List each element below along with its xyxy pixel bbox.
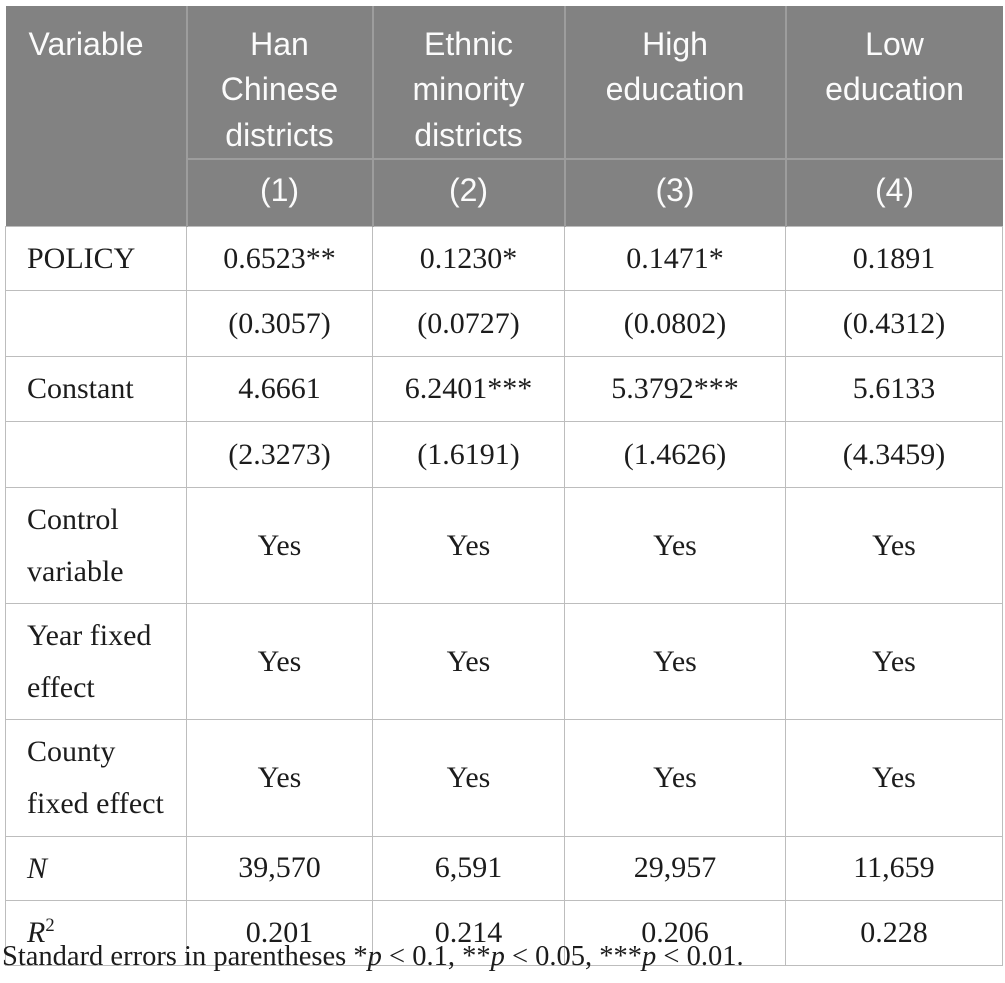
table-row-r-squared: R2 0.201 0.214 0.206 0.228 [5, 900, 1003, 966]
footnote-p-italic: p [367, 941, 382, 972]
table-cell: 0.228 [785, 900, 1003, 966]
table-cell: Yes [785, 719, 1003, 837]
column-header-low-education: Low education [784, 6, 1003, 160]
table-cell: 0.6523** [186, 225, 373, 292]
table-cell: 0.214 [372, 900, 565, 966]
table-cell: (0.4312) [785, 290, 1003, 358]
table-cell: 0.1230* [372, 225, 565, 292]
footnote-p-italic: p [490, 941, 505, 972]
model-number-1: (1) [185, 158, 373, 227]
table-cell: 6.2401*** [372, 356, 565, 422]
header-row-labels: Variable Han Chinese districts Ethnic mi… [5, 6, 1003, 227]
table-cell: Yes [372, 603, 565, 721]
row-label: County fixed effect [5, 719, 187, 837]
table-row-policy-se: (0.3057) (0.0727) (0.0802) (0.4312) [5, 290, 1003, 358]
column-header-variable: Variable [5, 6, 187, 227]
column-header-ethnic-minority-districts: Ethnic minority districts [371, 6, 565, 160]
table-cell: 4.6661 [186, 356, 373, 422]
row-label: POLICY [5, 225, 187, 292]
footnote-p-italic: p [642, 941, 657, 972]
table-cell: Yes [372, 719, 565, 837]
table-row-constant: Constant 4.6661 6.2401*** 5.3792*** 5.61… [5, 356, 1003, 422]
table-cell: Yes [564, 486, 786, 605]
table-cell: 0.1891 [785, 225, 1003, 292]
row-label [5, 421, 187, 488]
table-row-constant-se: (2.3273) (1.6191) (1.4626) (4.3459) [5, 421, 1003, 488]
table-cell: (4.3459) [785, 421, 1003, 488]
regression-results-table: Variable Han Chinese districts Ethnic mi… [5, 6, 1003, 966]
table-cell: (0.3057) [186, 290, 373, 358]
footnote-text: < 0.1, ** [381, 941, 491, 972]
table-cell: (0.0802) [564, 290, 786, 358]
table-cell: Yes [564, 719, 786, 837]
table-cell: 6,591 [372, 835, 565, 902]
table-cell: Yes [186, 603, 373, 721]
table-cell: Yes [372, 486, 565, 605]
row-label: Constant [5, 356, 187, 422]
table-cell: Yes [785, 486, 1003, 605]
table-cell: 0.206 [564, 900, 786, 966]
table-cell: (0.0727) [372, 290, 565, 358]
table-row-control-variable: Control variable Yes Yes Yes Yes [5, 486, 1003, 605]
footnote-text: < 0.05, *** [504, 941, 643, 972]
header-row-model-numbers: (1) (2) (3) (4) [6, 158, 1003, 227]
table-cell: 29,957 [564, 835, 786, 902]
table-row-n: N 39,570 6,591 29,957 11,659 [5, 835, 1003, 902]
table-cell: Yes [186, 486, 373, 605]
table-cell: 5.6133 [785, 356, 1003, 422]
column-header-han-chinese-districts: Han Chinese districts [185, 6, 373, 160]
r-squared-exponent: 2 [45, 915, 55, 937]
table-cell: 11,659 [785, 835, 1003, 902]
r-squared-base: R [27, 916, 46, 950]
table-cell: (1.6191) [372, 421, 565, 488]
table-cell: (1.4626) [564, 421, 786, 488]
table-row-county-fixed-effect: County fixed effect Yes Yes Yes Yes [5, 719, 1003, 837]
table-cell: 5.3792*** [564, 356, 786, 422]
footnote-text: Standard errors in parentheses * [2, 941, 368, 972]
table-cell: 0.201 [186, 900, 373, 966]
footnote-text: < 0.01. [656, 941, 744, 972]
model-number-2: (2) [371, 158, 565, 227]
table-row-year-fixed-effect: Year fixed effect Yes Yes Yes Yes [5, 603, 1003, 721]
row-label: R2 [5, 900, 187, 966]
row-label: Year fixed effect [5, 603, 187, 721]
table-cell: 39,570 [186, 835, 373, 902]
table-cell: 0.1471* [564, 225, 786, 292]
column-header-high-education: High education [563, 6, 786, 160]
model-number-4: (4) [784, 158, 1003, 227]
table-row-policy: POLICY 0.6523** 0.1230* 0.1471* 0.1891 [5, 225, 1003, 292]
table-footnote: Standard errors in parentheses *p < 0.1,… [2, 941, 744, 973]
row-label [5, 290, 187, 358]
regression-results-table-wrap: Variable Han Chinese districts Ethnic mi… [5, 6, 1003, 966]
table-cell: (2.3273) [186, 421, 373, 488]
row-label: Control variable [5, 486, 187, 605]
table-cell: Yes [564, 603, 786, 721]
model-number-3: (3) [563, 158, 786, 227]
table-cell: Yes [186, 719, 373, 837]
row-label: N [5, 835, 187, 902]
table-cell: Yes [785, 603, 1003, 721]
